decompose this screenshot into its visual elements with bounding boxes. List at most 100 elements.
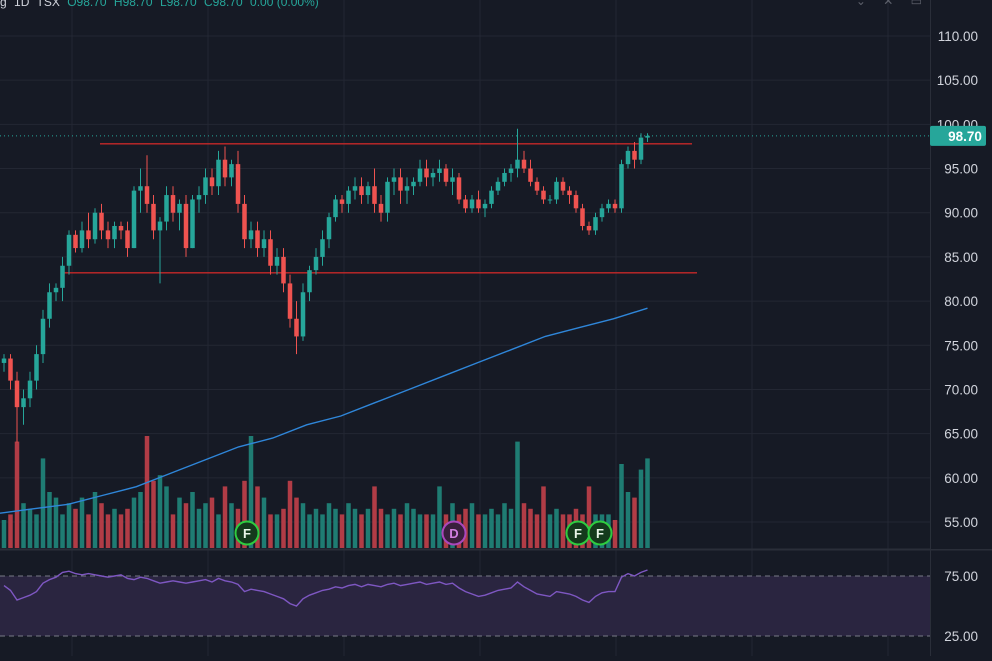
volume-bar xyxy=(177,497,182,548)
candle-body xyxy=(443,168,449,182)
legend-open: O98.70 xyxy=(67,0,107,9)
candle-body xyxy=(222,159,228,178)
price-tick-label: 110.00 xyxy=(938,29,978,44)
candle xyxy=(515,128,520,178)
candle xyxy=(164,186,169,231)
candle-body xyxy=(391,177,397,182)
candle xyxy=(502,168,507,187)
volume-bar xyxy=(365,508,371,548)
candle xyxy=(346,186,351,213)
candle-body xyxy=(450,177,455,182)
earnings-marker[interactable]: F xyxy=(565,520,591,546)
candle-body xyxy=(196,195,202,200)
candle-body xyxy=(339,199,345,204)
candle-body xyxy=(521,159,527,169)
last-price-tag[interactable]: 98.70 xyxy=(930,125,986,146)
maximize-icon[interactable]: ▭ xyxy=(910,0,922,8)
volume-bar xyxy=(170,514,176,548)
candle-body xyxy=(27,380,33,399)
pane-controls: ⌄ ✕ ▭ xyxy=(842,0,922,8)
volume-bar xyxy=(417,514,423,548)
symbol-legend: g 1D TSX O98.70 H98.70 L98.70 C98.70 0.0… xyxy=(0,0,323,10)
volume-bar xyxy=(268,514,273,548)
volume-bar xyxy=(333,508,338,548)
candle-body xyxy=(541,190,546,200)
candle xyxy=(21,389,26,425)
volume-bar xyxy=(645,458,650,548)
collapse-icon[interactable]: ⌄ xyxy=(855,0,866,8)
volume-bar xyxy=(372,486,377,548)
candle-body xyxy=(463,199,468,209)
volume-bar xyxy=(86,514,91,548)
candle xyxy=(365,181,371,204)
earnings-marker[interactable]: F xyxy=(234,520,260,546)
volume-bar xyxy=(209,497,215,548)
close-icon[interactable]: ✕ xyxy=(883,0,894,8)
last-price-tag-label: 98.70 xyxy=(948,129,982,144)
horizontal-lines[interactable] xyxy=(62,143,697,274)
legend-close: C98.70 xyxy=(204,0,243,9)
candle-body xyxy=(281,256,286,284)
candle xyxy=(216,150,221,196)
rsi-axis[interactable]: 75.00 25.00 xyxy=(931,551,992,656)
candle-body xyxy=(560,181,566,191)
legend-symbol[interactable]: g xyxy=(0,0,7,9)
candle-body xyxy=(430,172,436,178)
volume-bar xyxy=(404,503,410,548)
candle-body xyxy=(157,221,163,231)
candle-body xyxy=(534,181,540,191)
candle xyxy=(489,186,494,209)
candle xyxy=(300,283,306,341)
volume-bar xyxy=(66,503,72,548)
candle xyxy=(391,168,397,196)
moving-average-line xyxy=(0,307,648,514)
candle xyxy=(27,371,33,408)
candle xyxy=(131,186,137,249)
candle-body xyxy=(92,212,98,240)
volume-bar xyxy=(274,514,280,548)
legend-low: L98.70 xyxy=(159,0,197,9)
candle xyxy=(404,177,410,204)
volume-bar xyxy=(346,503,351,548)
candle xyxy=(125,221,130,257)
volume-bar xyxy=(261,497,267,548)
volume-bar xyxy=(612,520,618,548)
candle xyxy=(34,345,39,390)
candle xyxy=(73,230,78,253)
candle xyxy=(138,168,143,213)
candle xyxy=(593,212,598,235)
earnings-marker[interactable]: F xyxy=(587,520,613,546)
legend-interval[interactable]: 1D xyxy=(14,0,30,9)
candle-body xyxy=(73,234,78,249)
candle-body xyxy=(378,203,384,213)
price-axis[interactable]: 110.00105.00100.0095.0090.0085.0080.0075… xyxy=(930,0,992,549)
candle xyxy=(456,172,462,204)
candle-body xyxy=(125,230,130,249)
volume-bar xyxy=(14,441,20,548)
candle-body xyxy=(502,172,507,182)
dividend-marker[interactable]: D xyxy=(441,520,467,546)
candle xyxy=(359,177,364,204)
candle-body xyxy=(456,177,462,200)
candle xyxy=(242,195,247,249)
price-tick-label: 60.00 xyxy=(944,471,978,486)
candle xyxy=(508,164,514,182)
volume-bar xyxy=(391,508,397,548)
candle xyxy=(92,208,98,244)
candle xyxy=(248,221,254,249)
candle-body xyxy=(326,217,332,240)
volume-bar xyxy=(281,508,286,548)
candle-body xyxy=(625,150,631,165)
volume-bar xyxy=(203,503,208,548)
candle-body xyxy=(359,186,364,196)
candle-body xyxy=(1,358,7,363)
volume-bar xyxy=(554,508,559,548)
candle-body xyxy=(346,190,351,204)
volume-bar xyxy=(222,486,228,548)
candle xyxy=(261,230,267,257)
volume-bar xyxy=(164,486,169,548)
candle-body xyxy=(144,186,150,204)
